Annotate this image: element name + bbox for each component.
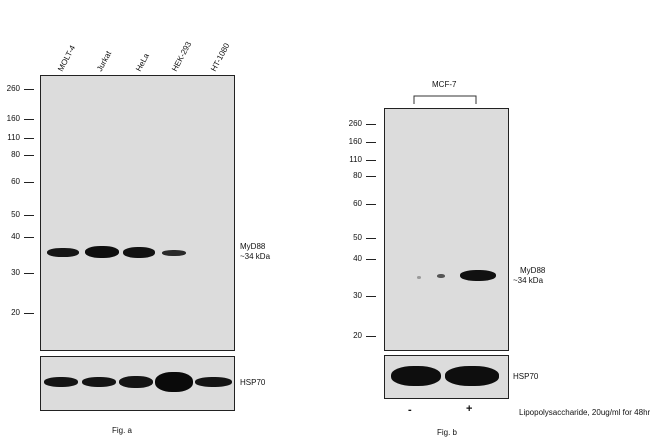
tick-a-260 [24, 89, 34, 90]
band-hsp70-a-1 [44, 377, 78, 387]
band-label-b: MyD88 ~34 kDa [513, 266, 545, 286]
band-myd88-hek293 [162, 250, 186, 256]
tick-a-80 [24, 155, 34, 156]
band-hsp70-b-2 [445, 366, 499, 386]
band-myd88-hela [123, 247, 155, 258]
band-hsp70-a-3 [119, 376, 153, 388]
tick-a-160 [24, 119, 34, 120]
tick-b-160 [366, 142, 376, 143]
marker-a-80: 80 [11, 150, 20, 159]
marker-b-20: 20 [353, 331, 362, 340]
blot-a-hsp70 [40, 356, 235, 411]
tick-b-50 [366, 238, 376, 239]
hsp70-label-a: HSP70 [240, 378, 266, 387]
marker-a-20: 20 [11, 308, 20, 317]
tick-b-40 [366, 259, 376, 260]
band-myd88-molt4 [47, 248, 79, 257]
marker-b-30: 30 [353, 291, 362, 300]
marker-a-260: 260 [6, 84, 20, 93]
band-label-b-name: MyD88 [520, 266, 546, 275]
tick-a-30 [24, 273, 34, 274]
band-label-a-name: MyD88 [240, 242, 266, 251]
marker-a-60: 60 [11, 177, 20, 186]
treatment-label: Lipopolysaccharide, 20ug/ml for 48hr [519, 408, 650, 417]
band-myd88-b-minus [417, 276, 421, 279]
tick-b-80 [366, 176, 376, 177]
group-label-mcf7: MCF-7 [432, 80, 457, 89]
tick-a-60 [24, 182, 34, 183]
caption-b: Fig. b [437, 428, 458, 437]
tick-b-60 [366, 204, 376, 205]
band-label-b-size: ~34 kDa [513, 276, 544, 285]
hsp70-label-b: HSP70 [513, 372, 539, 381]
band-hsp70-a-2 [82, 377, 116, 387]
marker-a-160: 160 [6, 114, 20, 123]
band-hsp70-a-5 [195, 377, 232, 387]
tick-b-30 [366, 296, 376, 297]
band-myd88-b-plus [460, 270, 496, 281]
blot-b-main [384, 108, 509, 351]
band-myd88-b-mid [437, 274, 445, 278]
marker-a-110: 110 [7, 133, 20, 142]
marker-a-40: 40 [11, 232, 20, 241]
tick-a-110 [24, 138, 34, 139]
blot-b-hsp70 [384, 355, 509, 399]
caption-a: Fig. a [112, 426, 133, 435]
band-hsp70-a-4 [155, 372, 193, 392]
tick-b-110 [366, 160, 376, 161]
blot-a-main [40, 75, 235, 351]
marker-b-110: 110 [349, 155, 362, 164]
band-label-a: MyD88 ~34 kDa [240, 242, 270, 262]
band-label-a-size: ~34 kDa [240, 252, 271, 261]
band-myd88-jurkat [85, 246, 119, 258]
marker-a-30: 30 [11, 268, 20, 277]
marker-b-60: 60 [353, 199, 362, 208]
marker-b-160: 160 [348, 137, 362, 146]
tick-a-20 [24, 313, 34, 314]
tick-a-50 [24, 215, 34, 216]
marker-b-80: 80 [353, 171, 362, 180]
marker-b-260: 260 [348, 119, 362, 128]
tick-b-20 [366, 336, 376, 337]
treatment-minus: - [408, 404, 412, 416]
tick-a-40 [24, 237, 34, 238]
treatment-plus: + [466, 403, 473, 415]
marker-b-40: 40 [353, 254, 362, 263]
tick-b-260 [366, 124, 376, 125]
marker-b-50: 50 [353, 233, 362, 242]
band-hsp70-b-1 [391, 366, 441, 386]
marker-a-50: 50 [11, 210, 20, 219]
